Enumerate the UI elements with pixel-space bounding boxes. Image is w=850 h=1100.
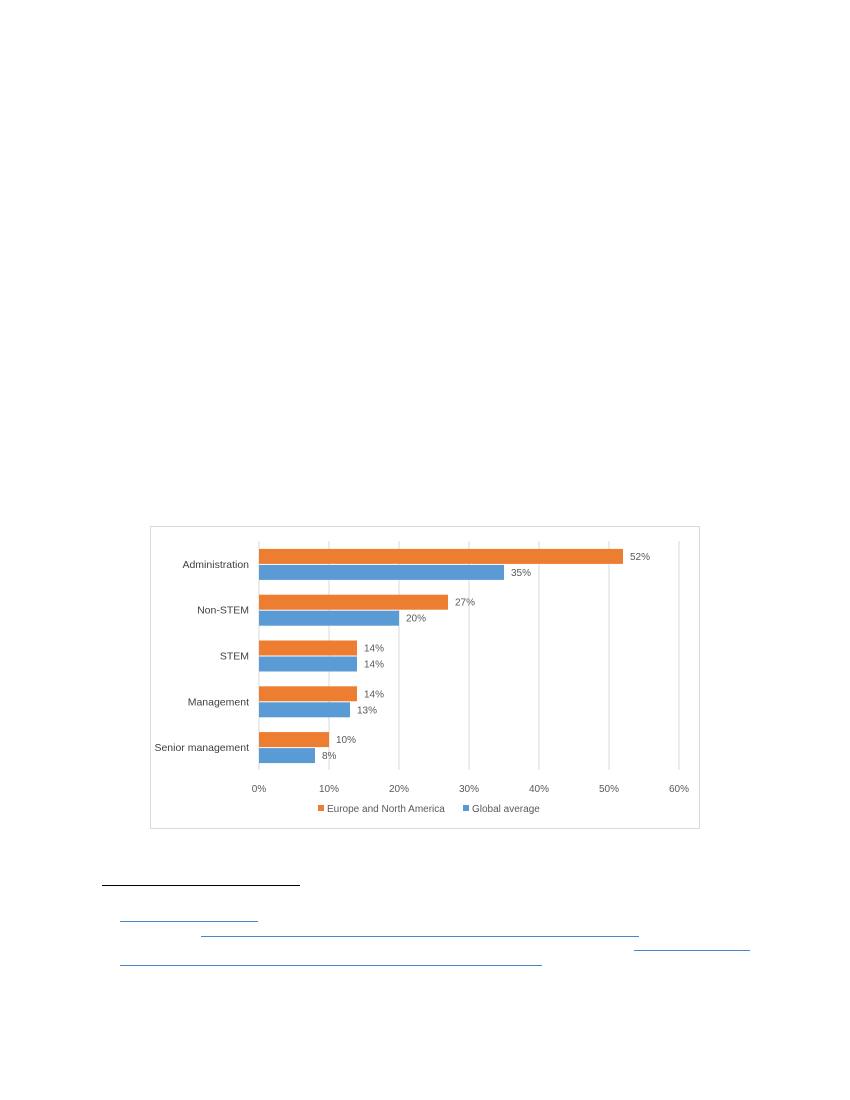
bar-europe-north-america xyxy=(259,640,357,656)
category-label: Administration xyxy=(182,559,249,571)
x-tick-label: 0% xyxy=(252,784,267,795)
footnote-link-underline[interactable] xyxy=(201,936,639,937)
x-tick-label: 10% xyxy=(319,784,339,795)
data-label: 14% xyxy=(364,644,384,655)
legend-label: Global average xyxy=(472,804,540,815)
category-labels: Administration Non-STEM STEM Management Seni… xyxy=(154,559,249,754)
data-label: 35% xyxy=(511,568,531,579)
bar-global-average xyxy=(259,702,350,718)
bar-global-average xyxy=(259,748,315,764)
category-label: Senior management xyxy=(154,742,249,754)
chart-frame: 52% 35% 27% 20% 14% 14% 14% 13% 10% 8% Administra… xyxy=(150,526,700,829)
footnote-link-underline[interactable] xyxy=(634,950,750,951)
category-label: STEM xyxy=(220,651,249,663)
category-label: Non-STEM xyxy=(197,605,249,617)
bar-global-average xyxy=(259,564,504,580)
x-tick-label: 40% xyxy=(529,784,549,795)
data-label: 10% xyxy=(336,735,356,746)
legend: Europe and North America Global average xyxy=(318,804,540,815)
data-label: 14% xyxy=(364,660,384,671)
bar-global-average xyxy=(259,610,399,626)
bar-europe-north-america xyxy=(259,594,448,610)
bars xyxy=(259,548,623,764)
footnote-link-underline[interactable] xyxy=(120,965,542,966)
x-tick-label: 30% xyxy=(459,784,479,795)
data-label: 14% xyxy=(364,689,384,700)
legend-swatch xyxy=(318,805,324,811)
bar-europe-north-america xyxy=(259,686,357,702)
bar-europe-north-america xyxy=(259,732,329,748)
bar-global-average xyxy=(259,656,357,672)
data-labels: 52% 35% 27% 20% 14% 14% 14% 13% 10% 8% xyxy=(322,552,650,762)
footnote-link-underline[interactable] xyxy=(120,921,258,922)
x-tick-label: 20% xyxy=(389,784,409,795)
data-label: 8% xyxy=(322,751,337,762)
x-tick-labels: 0% 10% 20% 30% 40% 50% 60% xyxy=(252,784,689,795)
bar-chart: 52% 35% 27% 20% 14% 14% 14% 13% 10% 8% Administra… xyxy=(154,541,689,815)
data-label: 52% xyxy=(630,552,650,563)
x-tick-label: 60% xyxy=(669,784,689,795)
x-tick-label: 50% xyxy=(599,784,619,795)
category-label: Management xyxy=(188,696,249,708)
footnote-separator xyxy=(102,885,300,886)
bar-europe-north-america xyxy=(259,548,623,564)
data-label: 20% xyxy=(406,614,426,625)
data-label: 13% xyxy=(357,705,377,716)
data-label: 27% xyxy=(455,598,475,609)
legend-label: Europe and North America xyxy=(327,804,445,815)
legend-swatch xyxy=(463,805,469,811)
